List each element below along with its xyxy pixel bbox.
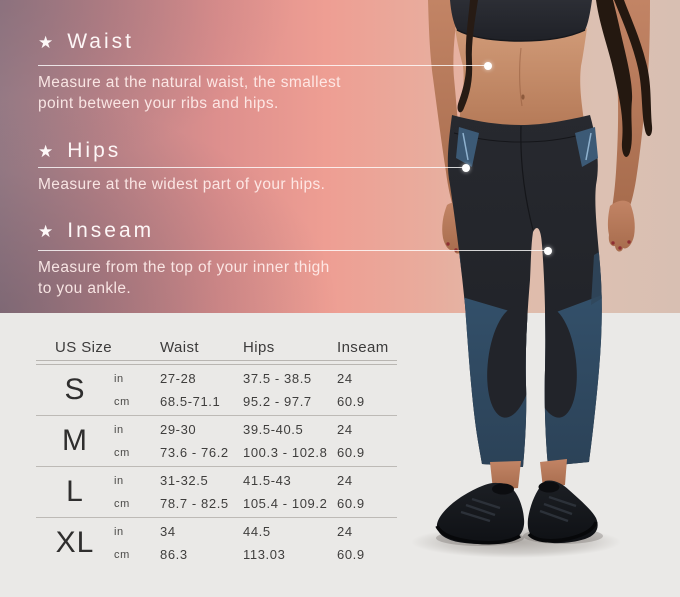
unit-label: cm (114, 446, 130, 459)
size-table: US Size Waist Hips Inseam S in 27-28 37.… (36, 337, 397, 568)
callout-dot-inseam (544, 246, 552, 255)
unit-label: cm (114, 548, 130, 561)
callout-title-inseam: Inseam (67, 219, 155, 242)
hips-value: 41.5-43 (243, 473, 292, 488)
model-sports-bra (450, 0, 592, 41)
waist-value: 34 (160, 524, 176, 539)
callout-desc-hips: Measure at the widest part of your hips. (38, 176, 326, 193)
size-label: XL (55, 526, 95, 559)
model-hair (596, 0, 633, 157)
waist-value: 73.6 - 76.2 (160, 445, 229, 460)
star-icon: ★ (38, 221, 54, 241)
model-left-sneaker (436, 482, 525, 545)
star-icon: ★ (38, 141, 54, 161)
header-waist: Waist (160, 339, 199, 356)
table-row-xl: XL in 34 44.5 24 cm 86.3 113.03 60.9 (36, 518, 397, 568)
inseam-value: 60.9 (337, 394, 365, 409)
inseam-value: 24 (337, 524, 353, 539)
inseam-value: 60.9 (337, 445, 365, 460)
header-inseam: Inseam (337, 339, 389, 356)
pocket-zip (575, 127, 598, 167)
size-table-header: US Size Waist Hips Inseam (36, 337, 397, 358)
hips-value: 95.2 - 97.7 (243, 394, 312, 409)
size-label: L (66, 475, 84, 508)
callout-title-waist: Waist (67, 30, 134, 53)
model-hair (457, 0, 478, 113)
unit-label: in (114, 474, 124, 487)
inseam-value: 24 (337, 422, 353, 437)
hips-value: 113.03 (243, 547, 286, 562)
table-row-m: M in 29-30 39.5-40.5 24 cm 73.6 - 76.2 1… (36, 416, 397, 467)
callout-line-inseam (38, 246, 552, 255)
waist-value: 29-30 (160, 422, 197, 437)
hips-value: 39.5-40.5 (243, 422, 304, 437)
hips-value: 37.5 - 38.5 (243, 371, 312, 386)
hips-value: 100.3 - 102.8 (243, 445, 328, 460)
model-torso (455, 28, 587, 128)
unit-label: in (114, 525, 124, 538)
unit-label: cm (114, 497, 130, 510)
waist-value: 78.7 - 82.5 (160, 496, 229, 511)
pocket-zip (456, 127, 479, 167)
size-label: M (62, 424, 88, 457)
unit-label: in (114, 372, 124, 385)
callout-title-hips: Hips (67, 139, 122, 162)
callout-desc-waist: Measure at the natural waist, the smalle… (38, 74, 341, 112)
inseam-value: 24 (337, 371, 353, 386)
waist-value: 31-32.5 (160, 473, 209, 488)
unit-label: cm (114, 395, 130, 408)
size-label: S (64, 373, 86, 406)
hips-value: 44.5 (243, 524, 271, 539)
inseam-value: 60.9 (337, 496, 365, 511)
hips-value: 105.4 - 109.2 (243, 496, 328, 511)
table-row-l: L in 31-32.5 41.5-43 24 cm 78.7 - 82.5 1… (36, 467, 397, 518)
header-hips: Hips (243, 339, 275, 356)
header-us-size: US Size (55, 339, 112, 356)
callout-waist: ★ Waist (38, 30, 134, 54)
waist-value: 86.3 (160, 547, 188, 562)
table-row-s: S in 27-28 37.5 - 38.5 24 cm 68.5-71.1 9… (36, 365, 397, 416)
callout-inseam: ★ Inseam (38, 219, 154, 243)
callout-line-waist (38, 61, 492, 70)
inseam-value: 60.9 (337, 547, 365, 562)
callout-dot-hips (462, 163, 470, 172)
header-double-rule (36, 360, 397, 365)
callout-hips: ★ Hips (38, 139, 121, 163)
star-icon: ★ (38, 32, 54, 52)
inseam-value: 24 (337, 473, 353, 488)
callout-desc-inseam: Measure from the top of your inner thigh… (38, 259, 330, 297)
waist-value: 27-28 (160, 371, 197, 386)
callout-dot-waist (484, 61, 492, 70)
callout-line-hips (38, 163, 470, 172)
unit-label: in (114, 423, 124, 436)
model-hair (614, 0, 653, 137)
waist-value: 68.5-71.1 (160, 394, 221, 409)
